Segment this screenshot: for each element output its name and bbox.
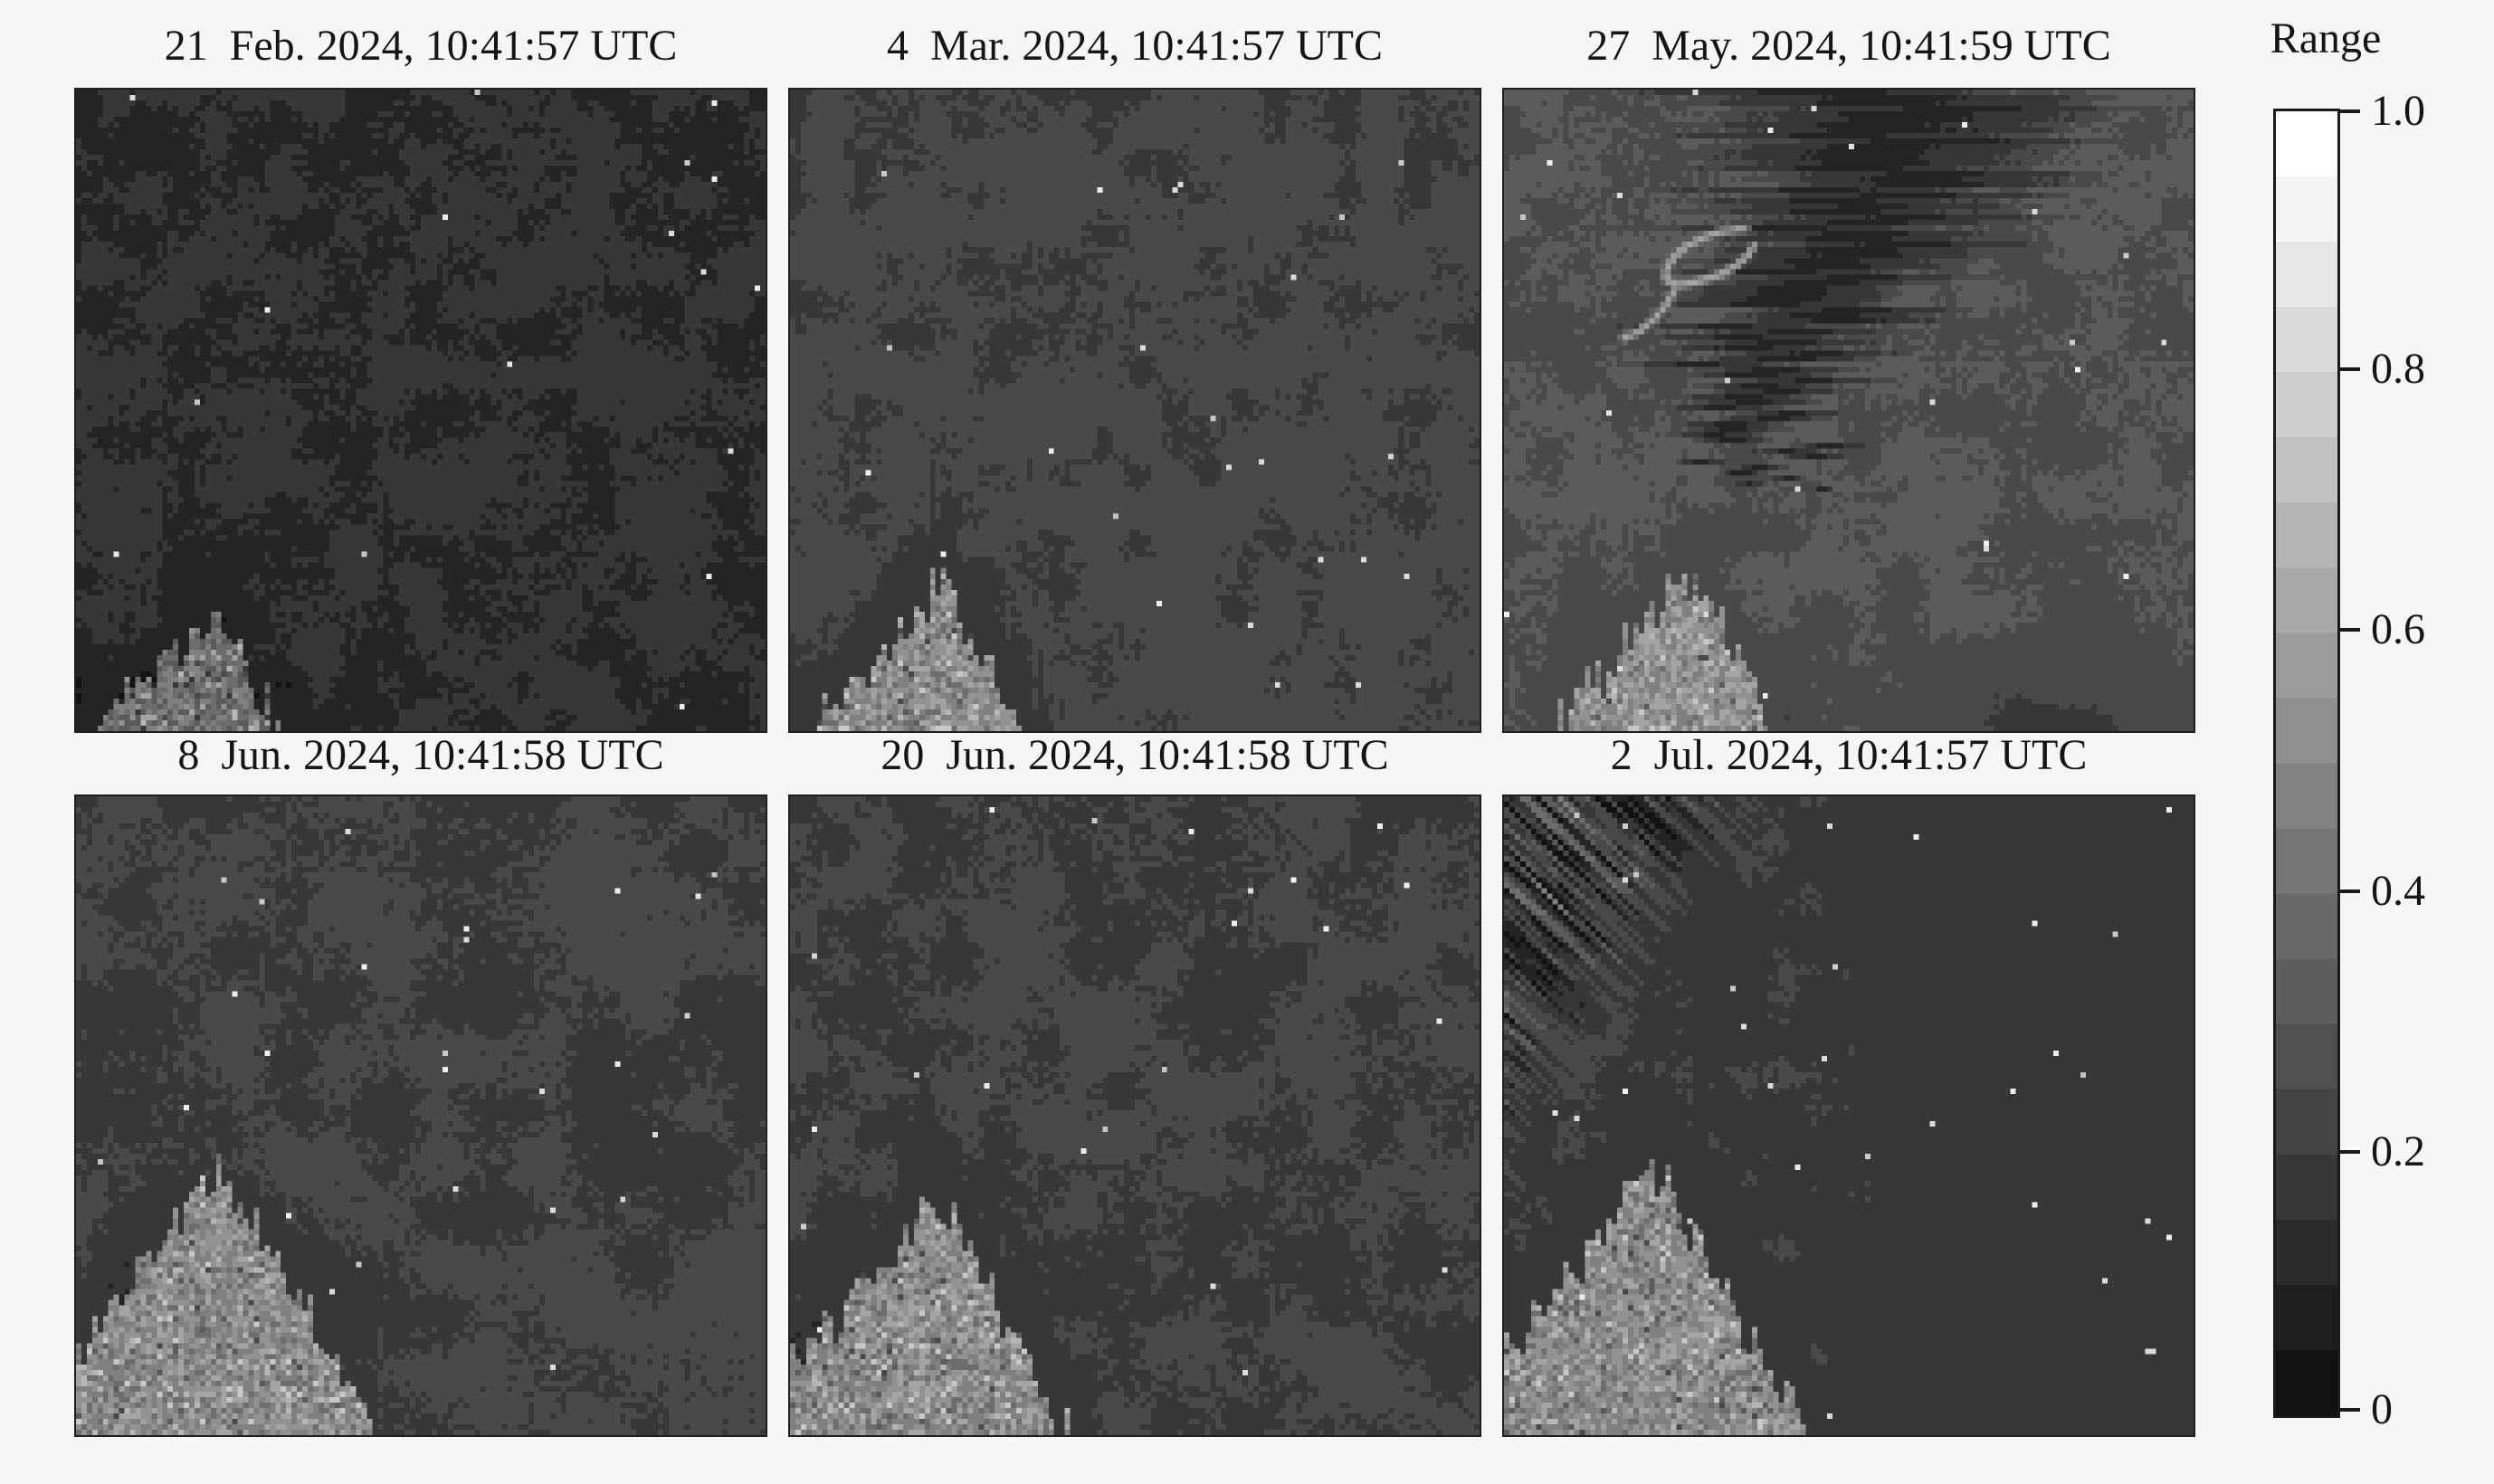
panel-title: 8 Jun. 2024, 10:41:58 UTC: [177, 731, 664, 779]
colorbar: [2273, 109, 2340, 1418]
image-panel: [788, 794, 1481, 1437]
colorbar-tick-label: 0.4: [2371, 867, 2425, 915]
satellite-image: [1504, 90, 2194, 731]
satellite-image: [76, 796, 766, 1435]
colorbar-tick-label: 0: [2371, 1385, 2393, 1433]
colorbar-tick: [2340, 109, 2360, 113]
image-panel: [1502, 88, 2195, 733]
satellite-image: [790, 90, 1480, 731]
colorbar-tick: [2340, 1408, 2360, 1412]
colorbar-tick-label: 0.2: [2371, 1127, 2425, 1175]
colorbar-tick-label: 0.6: [2371, 605, 2425, 653]
panel-title: 21 Feb. 2024, 10:41:57 UTC: [164, 22, 678, 70]
panel-title: 4 Mar. 2024, 10:41:57 UTC: [887, 22, 1383, 70]
image-panel: [1502, 794, 2195, 1437]
panel-title: 27 May. 2024, 10:41:59 UTC: [1586, 22, 2111, 70]
colorbar-tick: [2340, 367, 2360, 371]
satellite-image: [1504, 796, 2194, 1435]
colorbar-tick: [2340, 628, 2360, 632]
colorbar-tick: [2340, 1150, 2360, 1154]
colorbar-tick-label: 1.0: [2371, 87, 2425, 135]
satellite-image: [76, 90, 766, 731]
panel-title: 20 Jun. 2024, 10:41:58 UTC: [881, 731, 1389, 779]
image-panel: [788, 88, 1481, 733]
panel-title: 2 Jul. 2024, 10:41:57 UTC: [1610, 731, 2088, 779]
image-panel: [74, 794, 767, 1437]
colorbar-title: Range: [2270, 14, 2382, 62]
satellite-image: [790, 796, 1480, 1435]
image-panel: [74, 88, 767, 733]
colorbar-tick-label: 0.8: [2371, 345, 2425, 393]
colorbar-tick: [2340, 889, 2360, 893]
